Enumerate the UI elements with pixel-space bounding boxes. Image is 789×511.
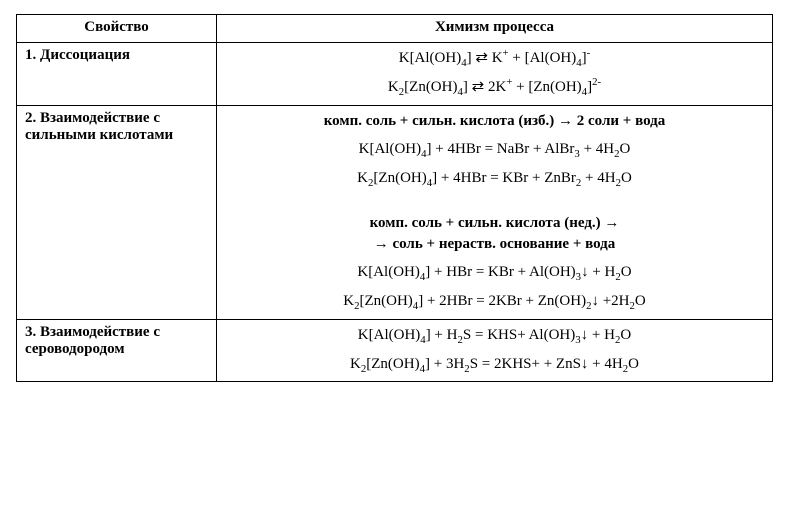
property-label: 2. Взаимодействие с сильными кислотами [17, 105, 217, 319]
process-cell: K[Al(OH)4] ⇄ K+ + [Al(OH)4]- K2[Zn(OH)4]… [217, 43, 773, 106]
header-process: Химизм процесса [217, 15, 773, 43]
rule-text: комп. соль + сильн. кислота (изб.) → 2 с… [225, 112, 764, 131]
chemistry-table: Свойство Химизм процесса 1. Диссоциация … [16, 14, 773, 382]
equation: K[Al(OH)4] + HBr = KBr + Al(OH)3↓ + H2O [225, 263, 764, 282]
table-row: 3. Взаимодействие с сероводородом K[Al(O… [17, 319, 773, 382]
equation: K2[Zn(OH)4] ⇄ 2K+ + [Zn(OH)4]2- [225, 78, 764, 97]
equation: K[Al(OH)4] ⇄ K+ + [Al(OH)4]- [225, 49, 764, 68]
table-row: 2. Взаимодействие с сильными кислотами к… [17, 105, 773, 319]
process-cell: K[Al(OH)4] + H2S = KHS+ Al(OH)3↓ + H2O K… [217, 319, 773, 382]
property-label: 1. Диссоциация [17, 43, 217, 106]
equation: K2[Zn(OH)4] + 3H2S = 2KHS+ + ZnS↓ + 4H2O [225, 355, 764, 374]
header-property: Свойство [17, 15, 217, 43]
rule-text: комп. соль + сильн. кислота (нед.) → [225, 214, 764, 233]
process-cell: комп. соль + сильн. кислота (изб.) → 2 с… [217, 105, 773, 319]
table-header-row: Свойство Химизм процесса [17, 15, 773, 43]
property-label: 3. Взаимодействие с сероводородом [17, 319, 217, 382]
equation: K2[Zn(OH)4] + 2HBr = 2KBr + Zn(OH)2↓ +2H… [225, 292, 764, 311]
equation: K[Al(OH)4] + H2S = KHS+ Al(OH)3↓ + H2O [225, 326, 764, 345]
equation: K[Al(OH)4] + 4HBr = NaBr + AlBr3 + 4H2O [225, 140, 764, 159]
equation: K2[Zn(OH)4] + 4HBr = KBr + ZnBr2 + 4H2O [225, 169, 764, 188]
table-row: 1. Диссоциация K[Al(OH)4] ⇄ K+ + [Al(OH)… [17, 43, 773, 106]
rule-text: → соль + нераств. основание + вода [225, 235, 764, 254]
